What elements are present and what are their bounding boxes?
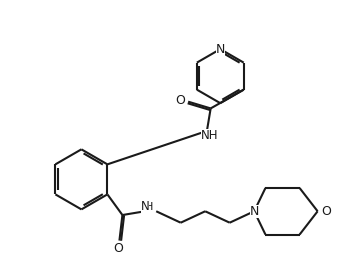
Text: NH: NH	[201, 129, 219, 142]
Text: N: N	[216, 43, 225, 56]
Text: N: N	[250, 205, 259, 218]
Text: H: H	[145, 202, 154, 212]
Text: N: N	[141, 200, 149, 213]
Text: O: O	[175, 94, 185, 107]
Text: O: O	[321, 205, 331, 218]
Text: O: O	[114, 242, 124, 255]
